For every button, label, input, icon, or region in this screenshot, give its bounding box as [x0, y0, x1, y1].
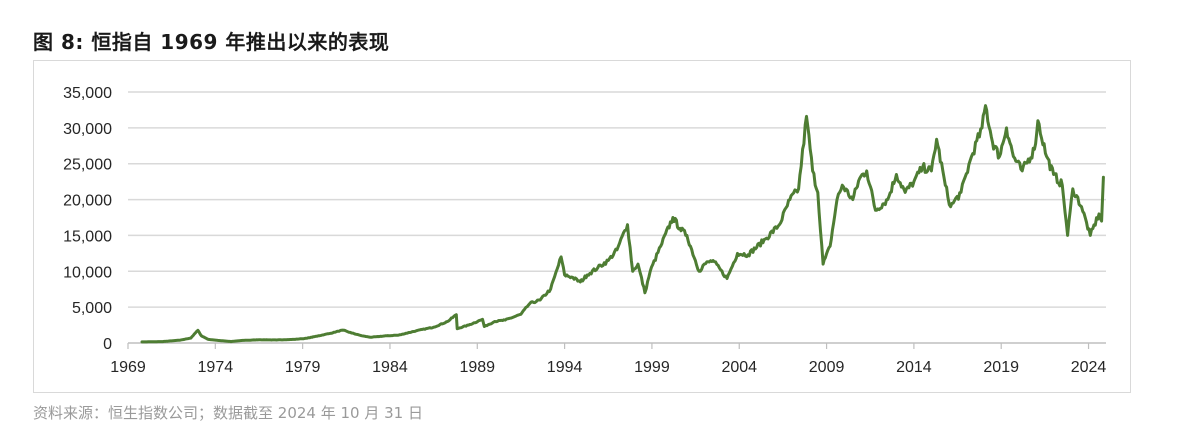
x-tick-label: 2024	[1071, 359, 1107, 376]
series-line	[140, 104, 1105, 344]
axes	[127, 342, 1106, 349]
y-tick-label: 35,000	[63, 85, 112, 102]
y-tick-label: 5,000	[72, 300, 112, 317]
tick-labels: 0 5,000 10,000 15,000 20,000 25,000 30,000 35,0…	[63, 85, 1106, 376]
chart-title: 图 8: 恒指自 1969 年推出以来的表现	[33, 30, 390, 54]
x-tick-label: 1974	[198, 359, 234, 376]
y-tick-label: 10,000	[63, 264, 112, 281]
grid-lines	[128, 91, 1106, 308]
y-tick-label: 20,000	[63, 193, 112, 210]
source-note: 资料来源：恒生指数公司；数据截至 2024 年 10 月 31 日	[33, 404, 423, 422]
x-tick-label: 1989	[459, 359, 495, 376]
y-tick-label: 25,000	[63, 157, 112, 174]
line-chart: 0 5,000 10,000 15,000 20,000 25,000 30,000 35,0…	[63, 85, 1106, 376]
x-tick-label: 2014	[896, 359, 932, 376]
x-tick-label: 2009	[809, 359, 845, 376]
y-tick-label: 15,000	[63, 228, 112, 245]
x-tick-label: 1969	[110, 359, 146, 376]
x-tick-label: 1979	[285, 359, 321, 376]
y-tick-label: 30,000	[63, 121, 112, 138]
y-tick-label: 0	[103, 336, 112, 353]
x-tick-label: 2004	[721, 359, 757, 376]
x-tick-label: 1994	[547, 359, 583, 376]
x-tick-label: 1984	[372, 359, 408, 376]
x-tick-label: 2019	[983, 359, 1019, 376]
x-tick-label: 1999	[634, 359, 670, 376]
series-layer	[140, 104, 1105, 344]
chart-frame: 0 5,000 10,000 15,000 20,000 25,000 30,000 35,0…	[33, 60, 1131, 393]
